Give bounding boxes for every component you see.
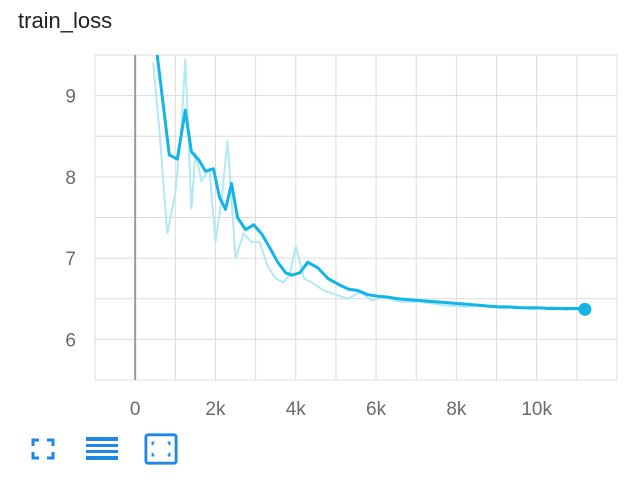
chart-plot[interactable]: 0 2k 4k 6k 8k 10k 6 7 8 9 <box>0 0 630 430</box>
chart-toolbar <box>26 431 203 467</box>
y-tick-label: 7 <box>65 249 76 270</box>
x-tick-label: 2k <box>205 399 226 420</box>
series-line-smoothed <box>155 55 586 311</box>
grid <box>94 54 618 381</box>
y-tick-label: 9 <box>65 87 76 108</box>
chart-title: train_loss <box>18 8 113 33</box>
x-tick-label: 0 <box>130 399 141 420</box>
x-tick-label: 6k <box>366 399 387 420</box>
x-tick-label: 8k <box>446 399 467 420</box>
series <box>152 55 592 316</box>
axis-ticks: 0 2k 4k 6k 8k 10k 6 7 8 9 <box>65 87 552 420</box>
fit-to-data-icon <box>144 433 178 465</box>
x-tick-label: 4k <box>286 399 307 420</box>
expand-corners-icon <box>31 438 55 460</box>
x-tick-label: 10k <box>521 399 552 420</box>
y-tick-label: 6 <box>65 330 76 351</box>
y-tick-label: 8 <box>65 168 76 189</box>
lines-icon <box>86 437 118 460</box>
toggle-log-scale-button[interactable] <box>85 432 119 466</box>
fit-domain-button[interactable] <box>144 432 178 466</box>
fullscreen-button[interactable] <box>26 432 60 466</box>
series-endpoint-dot <box>578 302 592 316</box>
